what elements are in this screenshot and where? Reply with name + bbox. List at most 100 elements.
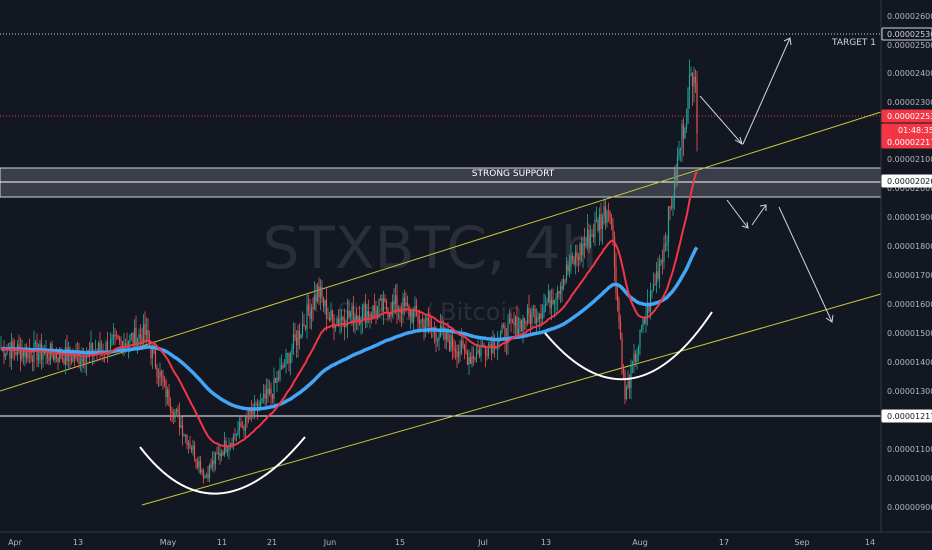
candle-body [117, 336, 119, 338]
candle-body [285, 353, 287, 366]
candle-body [201, 470, 203, 473]
candle-body [417, 314, 419, 323]
candle-body [178, 412, 181, 428]
candle-body [504, 325, 506, 341]
candle-body [457, 351, 460, 357]
candle-body [426, 317, 428, 327]
price-axis[interactable]: 0.00002600 0.00002500 0.00002400 0.00002300… [880, 0, 932, 532]
price-tick-label: 0.00001100 [887, 445, 932, 454]
candle-body [553, 300, 556, 304]
arrow-pullback [699, 95, 743, 145]
candle-body [321, 286, 323, 298]
time-label: 17 [719, 538, 729, 547]
candle-body [99, 342, 101, 351]
candle-body [579, 244, 581, 261]
candle-body [27, 350, 29, 359]
candle-body [234, 434, 236, 436]
candle-body [418, 322, 421, 324]
candle-body [139, 334, 142, 337]
candle-body [220, 452, 223, 457]
candle-body [37, 353, 40, 361]
price-tick-label: 0.00001600 [887, 300, 932, 309]
time-label: 13 [541, 538, 551, 547]
candle-body [645, 318, 647, 324]
candle-body [70, 356, 73, 362]
candle-body [660, 260, 662, 265]
candle-body [193, 445, 196, 460]
time-label: Jun [323, 538, 337, 547]
candle-body [495, 348, 497, 350]
candle-body [639, 330, 641, 348]
candle-body [382, 298, 385, 312]
candle-body [135, 327, 137, 348]
price-tick-label: 0.00002600 [887, 12, 932, 21]
candle-body [244, 415, 247, 431]
candle-body [486, 354, 488, 356]
candle-body [304, 325, 307, 329]
candle-body [274, 378, 277, 383]
candle-body [340, 316, 343, 320]
candle-body [333, 317, 335, 328]
candle-body [472, 356, 475, 359]
candle-body [604, 206, 607, 224]
candle-body [169, 405, 172, 412]
candle-body [175, 409, 178, 412]
candle-body [681, 124, 683, 148]
time-label: 21 [267, 538, 277, 547]
time-label: 14 [865, 538, 875, 547]
candle-body [295, 337, 298, 346]
price-badge-label: 01:48:35 [898, 126, 932, 135]
time-label: Aug [632, 538, 648, 547]
candle-body [673, 168, 676, 199]
candle-body [312, 307, 314, 309]
candle-body [453, 347, 455, 351]
candle-body [48, 358, 50, 361]
candle-body [322, 297, 325, 307]
candle-body [223, 440, 226, 456]
price-badge-target: 0.00002536 [881, 27, 932, 41]
candle-body [648, 303, 650, 312]
candle-body [675, 168, 677, 181]
candle-body [502, 325, 505, 327]
candle-body [301, 324, 304, 335]
candle-body [520, 320, 523, 332]
candle-body [429, 320, 431, 327]
channel-lower [141, 293, 882, 506]
price-tick-label: 0.00001000 [887, 474, 932, 483]
candle-body [186, 434, 188, 445]
candle-body [228, 446, 230, 451]
candle-body [300, 334, 302, 339]
target-label: TARGET 1 [831, 38, 876, 48]
candle-body [154, 350, 157, 368]
candle-body [588, 229, 590, 248]
candle-body [567, 264, 569, 272]
candle-body [267, 389, 269, 394]
candle-body [514, 316, 517, 326]
candle-body [676, 156, 679, 181]
candle-body [640, 328, 643, 331]
candle-body [84, 363, 86, 365]
candle-body [171, 411, 173, 414]
candle-body [600, 214, 602, 229]
candle-body [316, 285, 319, 302]
candle-body [615, 266, 617, 293]
price-badge-label: 0.00001217 [887, 412, 932, 421]
candle-body [349, 314, 352, 317]
candle-body [534, 308, 536, 324]
price-tick-label: 0.00002300 [887, 98, 932, 107]
candle-body [249, 410, 251, 419]
price-tick-label: 0.00001800 [887, 242, 932, 251]
candle-body [664, 244, 667, 246]
candle-body [325, 299, 328, 319]
candle-body [85, 355, 88, 364]
candle-body [649, 291, 652, 312]
candle-body [181, 424, 184, 436]
candle-body [105, 342, 107, 354]
time-axis[interactable]: Apr 13 May 11 21 Jun 15 Jul 13 Aug 17 Sep 14 [0, 531, 932, 550]
candle-body [21, 350, 23, 360]
candle-body [271, 393, 274, 399]
candle-body [564, 279, 566, 281]
candle-body [361, 307, 364, 322]
price-badge-redline: 0.00002253 [881, 109, 932, 123]
candle-body [613, 236, 616, 267]
